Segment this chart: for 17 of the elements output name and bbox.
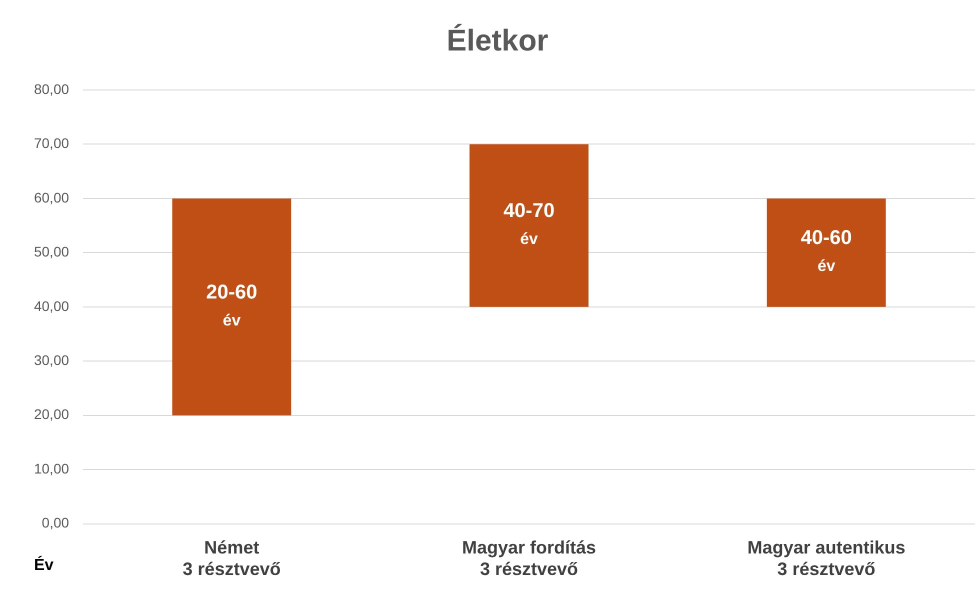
- y-tick-label: 20,00: [34, 406, 70, 422]
- y-tick-label: 40,00: [34, 298, 70, 314]
- y-tick-label: 70,00: [34, 135, 70, 152]
- x-tick-label: Német 3 résztvevő: [182, 538, 281, 580]
- y-tick-label: 80,00: [34, 80, 70, 97]
- data-label: 40-70 év: [503, 200, 555, 248]
- x-tick-label: Magyar autentikus 3 résztvevő: [747, 538, 906, 580]
- data-label: 40-60 év: [800, 227, 852, 276]
- y-tick-label: 0,00: [42, 514, 70, 531]
- x-tick-label: Magyar fordítás 3 résztvevő: [462, 538, 596, 580]
- chart-title: Életkor: [446, 23, 549, 58]
- y-axis-title: Év: [34, 555, 54, 574]
- y-tick-label: 50,00: [34, 244, 70, 260]
- data-label: 20-60 év: [206, 281, 258, 330]
- y-tick-label: 10,00: [34, 460, 70, 476]
- y-tick-label: 60,00: [34, 189, 70, 206]
- y-tick-label: 30,00: [34, 352, 70, 368]
